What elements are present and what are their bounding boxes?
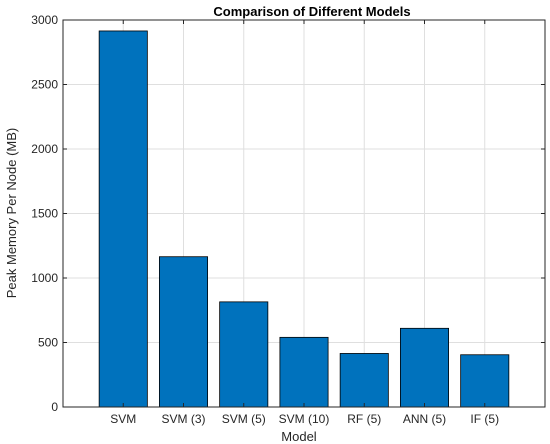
y-tick-label: 1500 [31, 207, 58, 221]
chart-title: Comparison of Different Models [213, 4, 410, 19]
bars [98, 30, 510, 408]
y-tick-label: 0 [51, 400, 58, 414]
y-axis-label: Peak Memory Per Node (MB) [4, 128, 19, 299]
y-tick-label: 500 [38, 336, 58, 350]
y-tick-label: 1000 [31, 271, 58, 285]
y-tick-label: 2500 [31, 78, 58, 92]
x-tick-label: IF (5) [470, 412, 499, 426]
x-tick-label: SVM (10) [279, 412, 330, 426]
y-tick-label: 3000 [31, 13, 58, 27]
x-tick-label: RF (5) [347, 412, 381, 426]
x-tick-label: SVM [110, 412, 136, 426]
x-tick-label: SVM (3) [161, 412, 205, 426]
axes: 0 500 1000 1500 2000 2500 3000 SVM SVM (3) SVM (5… [31, 13, 546, 426]
x-axis-label: Model [281, 429, 317, 444]
bar-ann-5 [399, 327, 449, 408]
y-tick-label: 2000 [31, 142, 58, 156]
x-tick-label: SVM (5) [222, 412, 266, 426]
x-tick-label: ANN (5) [403, 412, 446, 426]
bar-svm [98, 30, 148, 408]
bar-svm-5 [219, 301, 269, 408]
bar-svm-3 [158, 256, 208, 408]
bar-rf-5 [339, 353, 389, 408]
bar-svm-10 [279, 336, 329, 408]
bar-if-5 [460, 354, 510, 408]
